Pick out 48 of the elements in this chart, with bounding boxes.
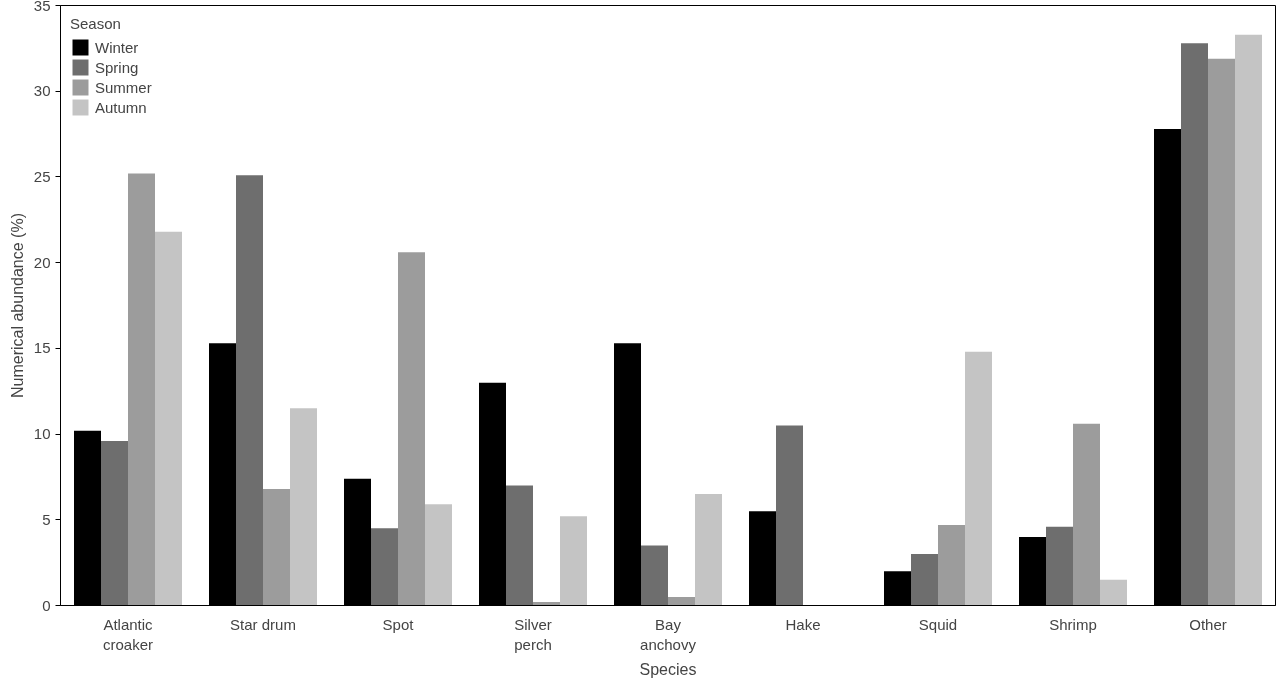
x-tick-label: Bay anchovy	[640, 615, 697, 653]
bar	[290, 408, 317, 606]
y-tick-label: 15	[33, 339, 51, 357]
bar	[155, 231, 182, 606]
legend-label: Summer	[95, 77, 152, 97]
x-tick-label: Squid	[918, 615, 958, 633]
bar	[506, 485, 533, 606]
y-tick-label: 20	[33, 253, 51, 271]
bar	[695, 494, 722, 606]
y-axis-title: Numerical abundance (%)	[8, 213, 26, 398]
x-tick-label: Other	[1189, 615, 1227, 633]
bar	[1046, 526, 1073, 606]
bar	[263, 488, 290, 606]
x-axis-title: Species	[639, 660, 697, 678]
y-tick-label: 5	[42, 510, 51, 528]
y-tick-label: 30	[33, 82, 51, 100]
legend-label: Winter	[95, 37, 139, 57]
bar	[101, 440, 128, 606]
y-tick-label: 25	[33, 167, 51, 185]
bar	[128, 173, 155, 606]
y-tick-label: 35	[33, 0, 51, 14]
bar	[1073, 423, 1100, 606]
bar	[560, 516, 587, 606]
x-tick-label: Star drum	[230, 615, 296, 633]
y-tick-label: 0	[42, 596, 51, 614]
bar	[965, 351, 992, 606]
y-tick-label: 10	[33, 425, 51, 443]
bar	[1235, 34, 1262, 606]
bar	[668, 596, 695, 606]
bar	[911, 554, 938, 606]
legend-label: Spring	[95, 57, 139, 77]
bar	[776, 425, 803, 606]
bar	[398, 252, 425, 606]
bar	[1208, 58, 1235, 606]
bar	[1181, 43, 1208, 606]
legend-label: Autumn	[95, 97, 147, 117]
bar	[236, 175, 263, 606]
x-tick-label: Shrimp	[1049, 615, 1097, 633]
x-tick-label: Hake	[785, 615, 821, 633]
bar	[371, 528, 398, 606]
bar	[641, 545, 668, 606]
bar	[425, 504, 452, 606]
bar	[1100, 579, 1127, 606]
x-tick-label: Spot	[382, 615, 415, 633]
x-tick-label: Silver perch	[514, 615, 552, 653]
x-tick-label: Atlantic croaker	[102, 615, 154, 653]
bar	[938, 524, 965, 606]
legend-title: Season	[70, 15, 122, 32]
